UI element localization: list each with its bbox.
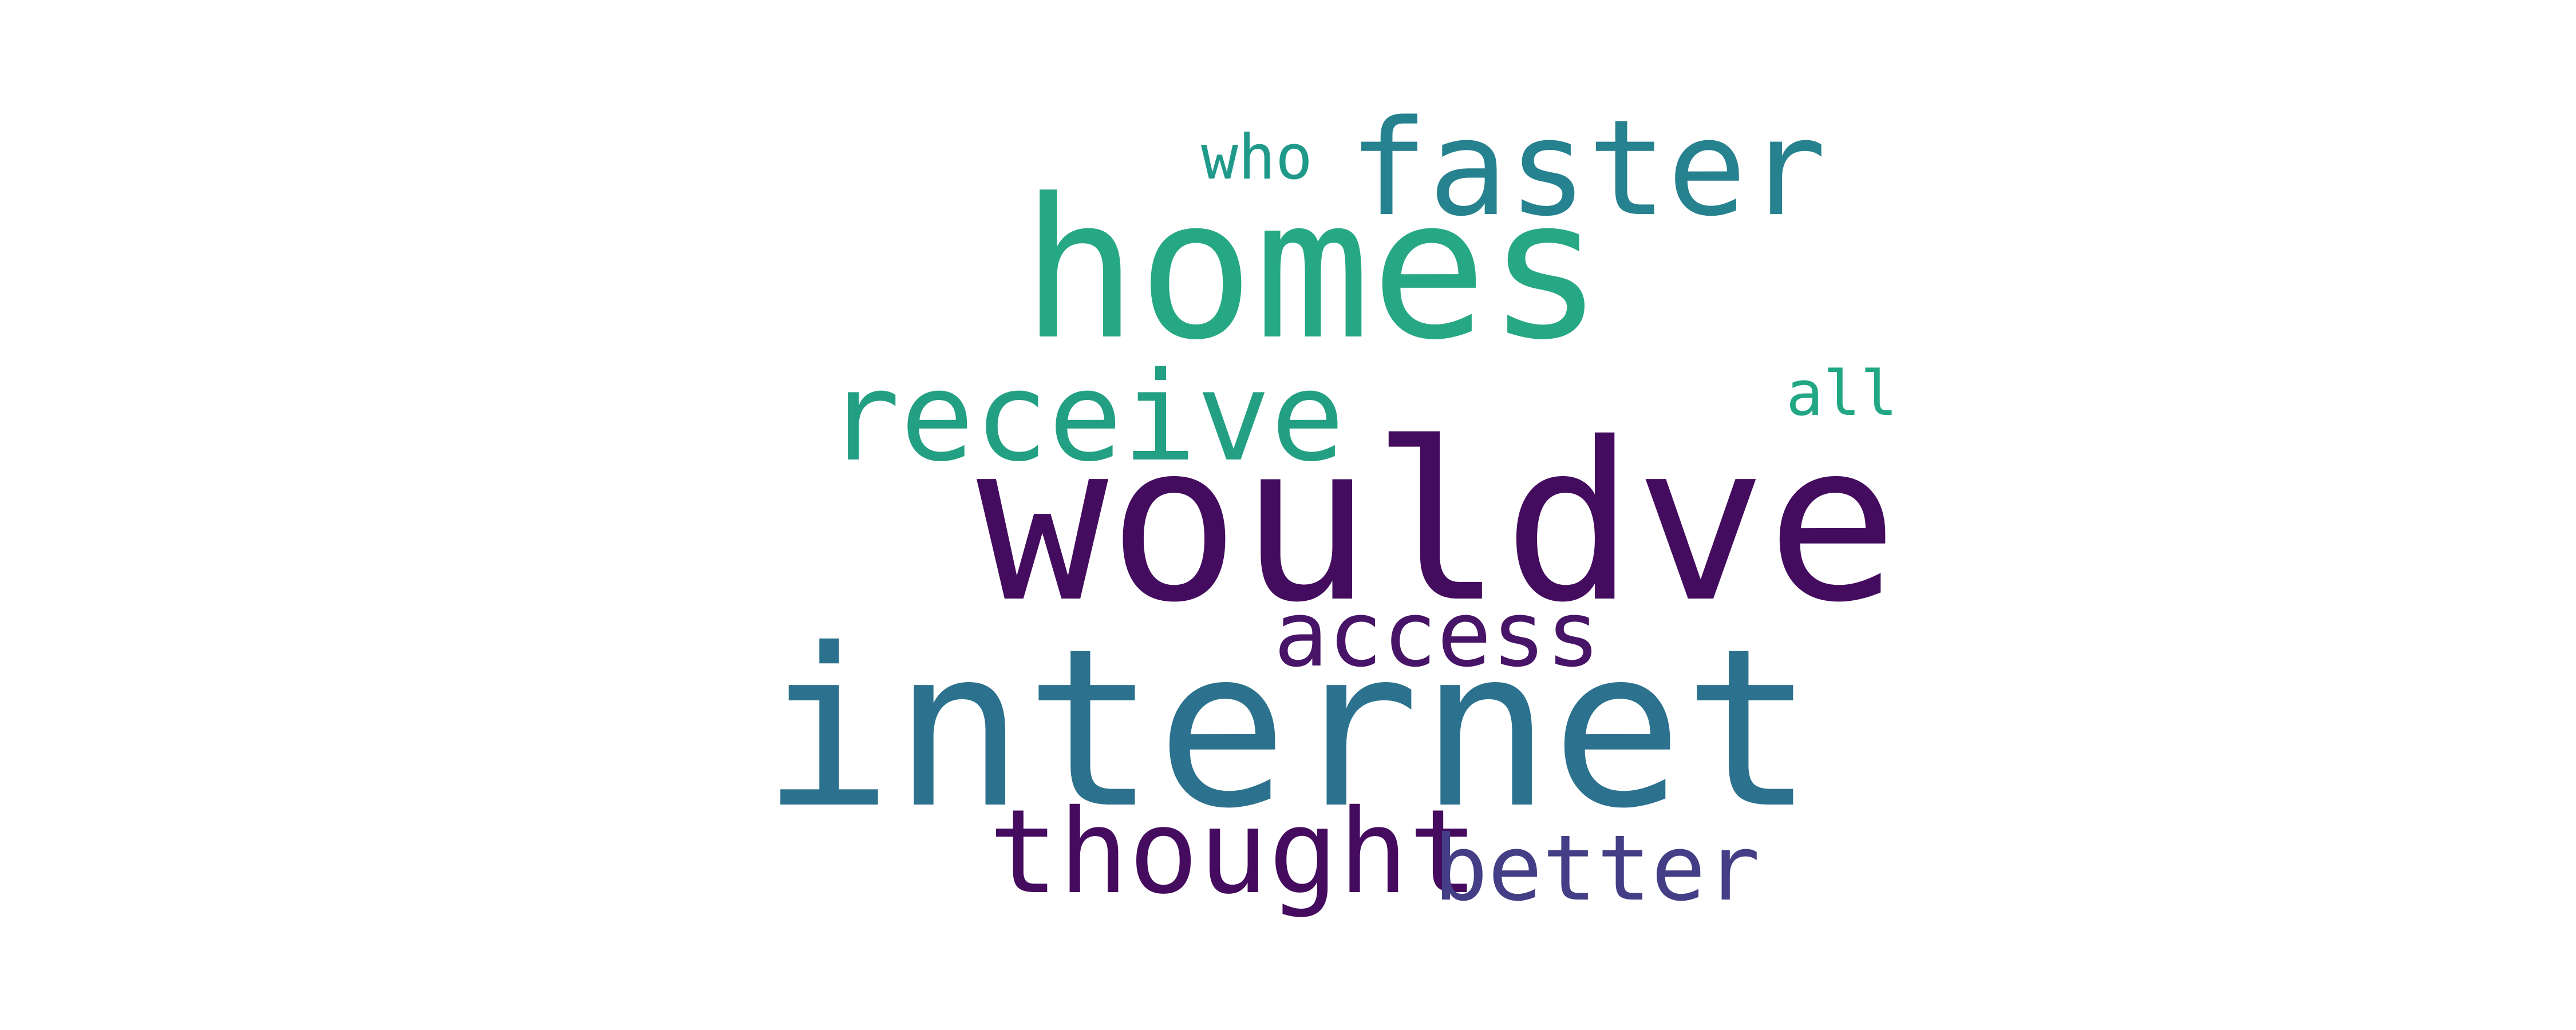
word-homes: homes	[1021, 157, 1604, 382]
word-thought: thought	[989, 785, 1479, 920]
word-all: all	[1786, 358, 1898, 430]
word-wouldve: wouldve	[977, 396, 1898, 651]
word-faster: faster	[1349, 92, 1827, 245]
word-internet: internet	[761, 602, 1815, 857]
word-access: access	[1274, 582, 1601, 687]
word-receive: receive	[826, 345, 1345, 489]
word-who: who	[1201, 122, 1313, 193]
word-better: better	[1433, 816, 1760, 921]
